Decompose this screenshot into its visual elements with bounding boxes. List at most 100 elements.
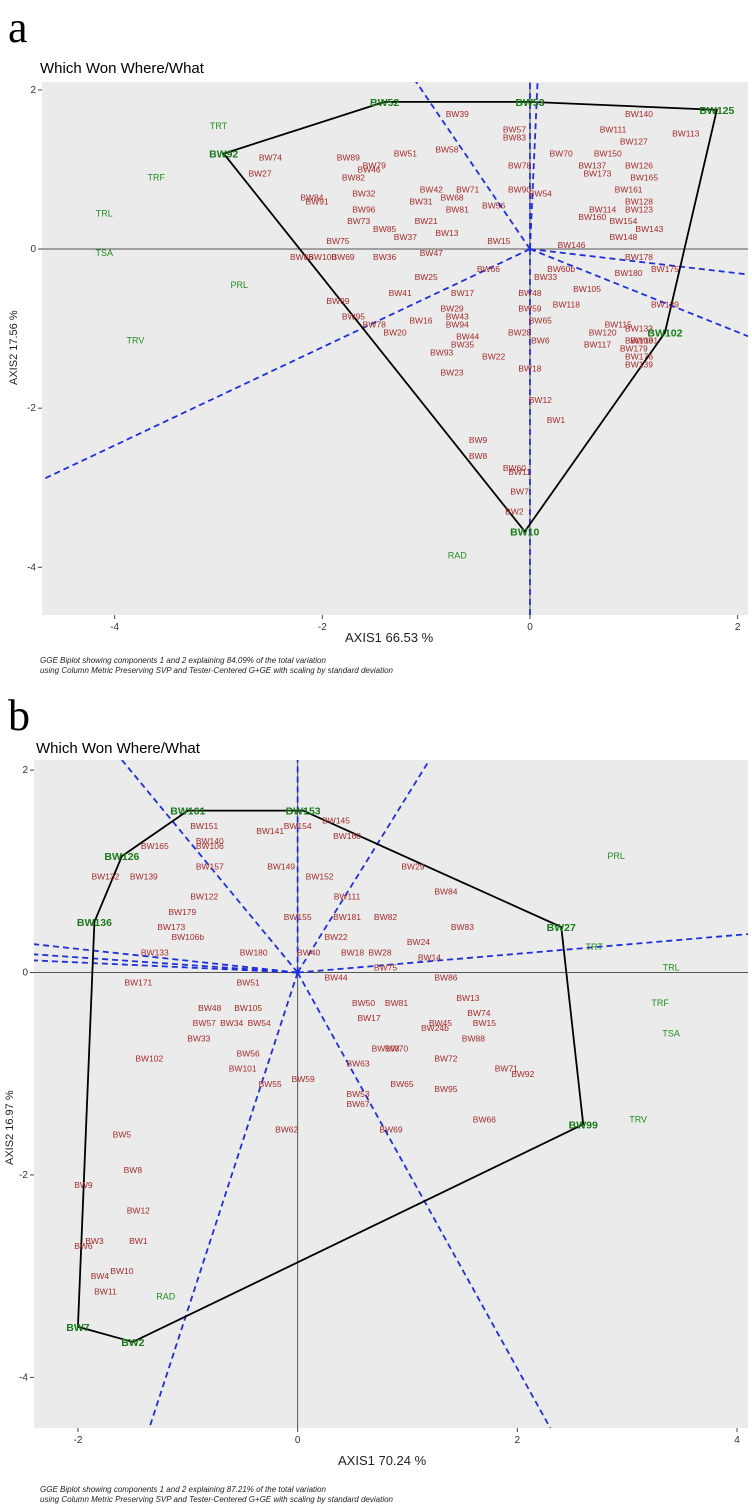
vertex-genotype-label: BW2	[121, 1337, 144, 1349]
convex-hull-polygon	[77, 809, 585, 1343]
genotype-label: BW42	[420, 184, 443, 194]
vertex-genotype-label: BW92	[209, 149, 238, 161]
genotype-label: BW65	[529, 316, 552, 326]
genotype-label: BW139	[625, 359, 653, 369]
genotype-label: BW92	[511, 1069, 534, 1079]
genotype-label: BW149	[267, 861, 295, 871]
genotype-label: BW31	[409, 196, 432, 206]
genotype-label: BW68	[441, 192, 464, 202]
genotype-label: BW15	[473, 1018, 496, 1028]
genotype-label: BW103	[372, 1043, 400, 1053]
caption-line-2-a: using Column Metric Preserving SVP and T…	[40, 666, 393, 675]
genotype-label: BW66	[473, 1114, 496, 1124]
genotype-label: BW90	[508, 184, 531, 194]
genotype-label: BW15	[487, 236, 510, 246]
genotype-label: BW157	[196, 861, 224, 871]
y-tick-label: 0	[22, 968, 28, 979]
genotype-label: BW123	[625, 204, 653, 214]
genotype-label: BW70	[385, 1043, 408, 1053]
genotype-label: BW133	[141, 947, 169, 957]
genotype-label: BW2	[505, 507, 524, 517]
vertex-genotype-label: BW161	[170, 806, 205, 818]
genotype-label: BW28	[368, 947, 391, 957]
genotype-label: BW45	[429, 1018, 452, 1028]
genotype-label: BW146	[558, 240, 586, 250]
genotype-label: BW33	[187, 1033, 210, 1043]
genotype-label: BW160	[578, 212, 606, 222]
genotype-label: BW20	[383, 328, 406, 338]
genotype-label: BW102	[135, 1054, 163, 1064]
genotype-label: BW179	[620, 344, 648, 354]
panel-label-b: b	[8, 691, 30, 740]
genotype-label: BW118	[553, 300, 581, 310]
x-tick-label: -2	[318, 622, 327, 633]
genotype-label: BW88	[462, 1033, 485, 1043]
genotype-label: BW143	[635, 224, 663, 234]
genotype-label: BW24b	[421, 1023, 449, 1033]
genotype-label: BW108	[625, 336, 653, 346]
genotype-label: BW70	[550, 149, 573, 159]
genotype-label: BW111	[334, 892, 361, 902]
genotype-label: BW17	[451, 288, 474, 298]
genotype-label: BW117	[584, 340, 612, 350]
genotype-label: BW36	[373, 252, 396, 262]
genotype-label: BW58	[435, 145, 458, 155]
genotype-label: BW41	[389, 288, 412, 298]
genotype-label: BW22	[324, 932, 347, 942]
caption-line-1-a: GGE Biplot showing components 1 and 2 ex…	[40, 656, 326, 665]
vertex-genotype-label: BW99	[569, 1119, 598, 1131]
genotype-label: BW180	[615, 268, 643, 278]
genotype-label: BW27	[248, 168, 271, 178]
genotype-label: BW91	[306, 196, 329, 206]
genotype-label: BW11	[94, 1286, 117, 1296]
genotype-label: BW111	[600, 125, 627, 135]
genotype-label: BW95	[434, 1084, 457, 1094]
genotype-label: BW34	[220, 1018, 243, 1028]
vertex-genotype-label: BW126	[104, 851, 139, 863]
genotype-label: BW3	[85, 1236, 104, 1246]
genotype-label: BW33	[534, 272, 557, 282]
genotype-label: BW4	[91, 1271, 110, 1281]
genotype-label: BW14	[418, 952, 441, 962]
genotype-label: BW160	[333, 831, 361, 841]
tester-label: PRL	[607, 851, 625, 861]
sector-ray-8	[34, 959, 298, 974]
genotype-label: BW93	[430, 347, 453, 357]
genotype-label: BW22	[482, 351, 505, 361]
genotype-label: BW82	[374, 912, 397, 922]
genotype-label: BW86	[434, 973, 457, 983]
chart-title-b: Which Won Where/What	[36, 740, 200, 757]
genotype-label: BW152	[306, 871, 334, 881]
genotype-label: BW62	[275, 1124, 298, 1134]
genotype-label: BW178	[625, 252, 653, 262]
genotype-label: BW51	[237, 978, 260, 988]
genotype-label: BW28	[508, 328, 531, 338]
genotype-label: BW67	[346, 1099, 369, 1109]
genotype-label: BW161	[615, 184, 643, 194]
genotype-label: BW59	[292, 1074, 315, 1084]
y-tick-label: -2	[27, 403, 36, 414]
vertex-genotype-label: BW7	[66, 1322, 89, 1334]
y-axis-label-b: AXIS2 16.97 %	[4, 1090, 16, 1165]
genotype-label: BW106b	[171, 932, 204, 942]
x-axis-label-a: AXIS1 66.53 %	[345, 630, 434, 645]
sector-ray-2	[529, 82, 539, 250]
x-tick-label: 4	[734, 1435, 740, 1446]
genotype-label: BW71	[495, 1064, 518, 1074]
genotype-label: BW56	[237, 1049, 260, 1059]
genotype-label: BW8	[124, 1165, 143, 1175]
genotype-label: BW55	[259, 1079, 282, 1089]
genotype-label: BW94	[446, 320, 469, 330]
genotype-label: BW29	[401, 861, 424, 871]
genotype-label: BW105	[573, 284, 601, 294]
genotype-label: BW165	[141, 841, 169, 851]
genotype-label: BW6	[531, 336, 550, 346]
genotype-label: BW13	[456, 993, 479, 1003]
plot-area: BW145 BW160 BW151 BW154 BW140 BW165 BW106 BW157…	[34, 760, 748, 1428]
sector-ray-6	[34, 943, 298, 974]
convex-hull-polygon	[222, 100, 718, 533]
genotype-label: BW83	[503, 133, 526, 143]
genotype-label: BW54	[529, 188, 552, 198]
